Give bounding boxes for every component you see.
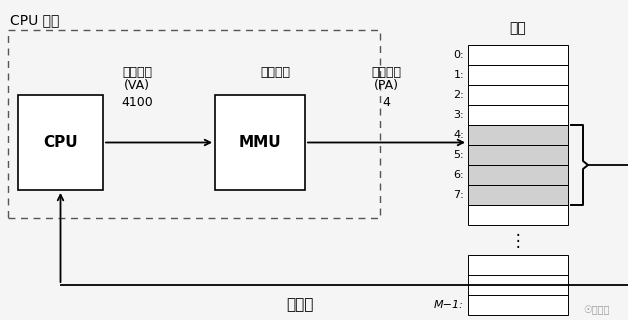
Text: 数据字: 数据字 (286, 298, 314, 313)
Text: 主存: 主存 (510, 21, 526, 35)
Bar (215, 95, 305, 190)
Text: 1:: 1: (453, 70, 464, 80)
Bar (468, 145, 568, 165)
Bar (468, 255, 568, 315)
Bar (468, 205, 568, 225)
Text: 物理地址: 物理地址 (372, 66, 401, 78)
Text: (PA): (PA) (374, 79, 399, 92)
Text: 4: 4 (382, 97, 391, 109)
Text: 6:: 6: (453, 170, 464, 180)
Bar (18, 95, 103, 190)
Bar (468, 165, 568, 185)
Text: 7:: 7: (453, 190, 464, 200)
Text: CPU 芯片: CPU 芯片 (10, 13, 60, 27)
Text: M−1:: M−1: (434, 300, 464, 310)
Bar (8, 30, 380, 218)
Text: 虚拟地址: 虚拟地址 (122, 66, 152, 78)
Text: ⋮: ⋮ (510, 232, 526, 250)
Bar (468, 45, 568, 65)
Text: MMU: MMU (239, 135, 281, 150)
Bar (468, 185, 568, 205)
Text: 地址翻译: 地址翻译 (260, 66, 290, 78)
Text: ☉亿速云: ☉亿速云 (583, 305, 610, 315)
Text: 4:: 4: (453, 130, 464, 140)
Bar (468, 65, 568, 85)
Text: 4100: 4100 (121, 97, 153, 109)
Bar (468, 105, 568, 125)
Bar (468, 125, 568, 145)
Text: 2:: 2: (453, 90, 464, 100)
Text: 3:: 3: (453, 110, 464, 120)
Text: CPU: CPU (43, 135, 78, 150)
Bar (468, 85, 568, 105)
Text: (VA): (VA) (124, 79, 150, 92)
Text: 0:: 0: (453, 50, 464, 60)
Text: 5:: 5: (453, 150, 464, 160)
